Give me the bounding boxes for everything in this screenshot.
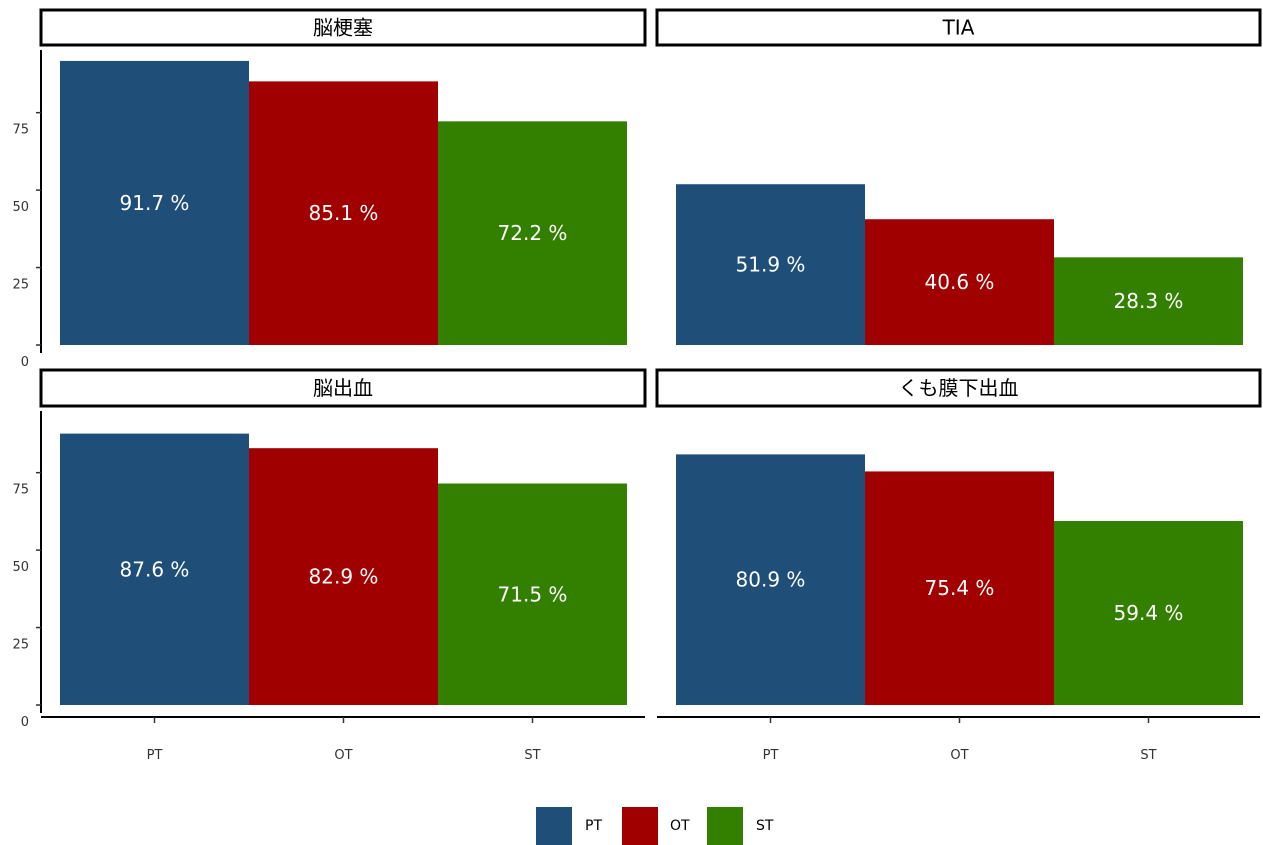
bar-value-label: 72.2 % xyxy=(498,221,568,245)
bar-value-label: 51.9 % xyxy=(736,253,806,277)
x-tick-label: PT xyxy=(763,748,779,763)
bar-value-label: 28.3 % xyxy=(1114,289,1184,313)
bar xyxy=(60,433,249,705)
bar-value-label: 85.1 % xyxy=(309,201,379,225)
facet-title: 脳梗塞 xyxy=(313,16,373,40)
y-tick-label: 75 xyxy=(12,123,29,138)
x-tick-label: OT xyxy=(334,748,352,763)
legend-swatch xyxy=(536,807,572,845)
bar-value-label: 59.4 % xyxy=(1114,601,1184,625)
legend-label: PT xyxy=(585,818,602,834)
legend-label: ST xyxy=(756,818,774,834)
bar xyxy=(60,60,249,345)
legend-label: OT xyxy=(670,818,690,834)
y-tick-label: 0 xyxy=(21,355,29,370)
bar xyxy=(1054,257,1243,345)
x-tick-label: ST xyxy=(1140,748,1156,763)
bar xyxy=(438,483,627,705)
x-tick-label: OT xyxy=(950,748,968,763)
bar xyxy=(865,219,1054,345)
y-tick-label: 75 xyxy=(12,483,29,498)
bar-value-label: 80.9 % xyxy=(736,568,806,592)
bar-value-label: 82.9 % xyxy=(309,565,379,589)
x-tick-label: PT xyxy=(147,748,163,763)
bar xyxy=(1054,520,1243,705)
bar-value-label: 40.6 % xyxy=(925,270,995,294)
y-tick-label: 50 xyxy=(12,560,29,575)
facet-strip xyxy=(655,368,1262,408)
legend-swatch xyxy=(622,807,658,845)
legend-swatch xyxy=(707,807,743,845)
y-tick-label: 50 xyxy=(12,200,29,215)
bar xyxy=(865,471,1054,705)
y-tick-label: 0 xyxy=(21,715,29,730)
facet-strip xyxy=(39,368,647,408)
bar xyxy=(249,81,438,345)
bar xyxy=(676,184,865,345)
facet-strip xyxy=(39,8,647,47)
facet-strip xyxy=(655,8,1262,47)
facet-title: 脳出血 xyxy=(313,376,373,400)
bar-value-label: 87.6 % xyxy=(120,557,190,581)
bar xyxy=(249,448,438,705)
facet-title: くも膜下出血 xyxy=(899,376,1019,400)
bar-value-label: 91.7 % xyxy=(120,191,190,215)
bar-value-label: 75.4 % xyxy=(925,576,995,600)
y-tick-label: 25 xyxy=(12,638,29,653)
bar xyxy=(676,454,865,705)
facet-title: TIA xyxy=(942,16,975,40)
x-tick-label: ST xyxy=(524,748,540,763)
bar-value-label: 71.5 % xyxy=(498,582,568,606)
y-tick-label: 25 xyxy=(12,278,29,293)
bar xyxy=(438,121,627,345)
